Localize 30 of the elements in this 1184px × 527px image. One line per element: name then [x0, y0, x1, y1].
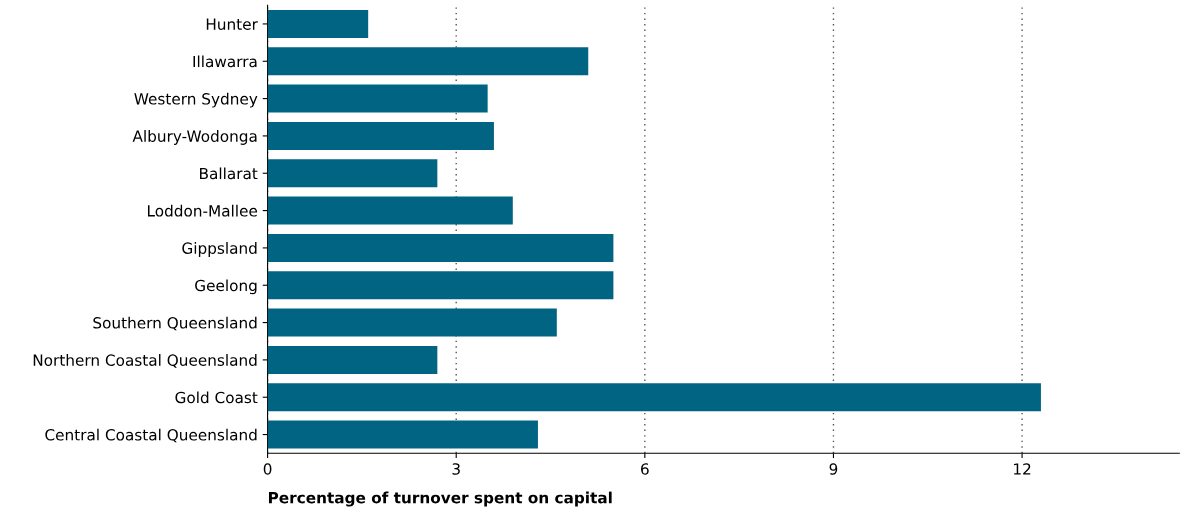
bar	[267, 196, 513, 225]
y-tick-label: Southern Queensland	[93, 316, 257, 331]
y-tick-label: Hunter	[206, 18, 258, 30]
bar	[267, 383, 1041, 412]
y-tick-label: Illawarra	[193, 55, 257, 68]
y-tick-label: Geelong	[195, 279, 257, 295]
x-tick-label: 9	[829, 463, 838, 475]
y-tick-label: Central Coastal Queensland	[45, 428, 257, 443]
x-tick-label: 12	[1014, 463, 1031, 475]
bar	[267, 345, 438, 374]
y-tick-label: Western Sydney	[134, 92, 258, 108]
bar	[267, 420, 538, 449]
x-tick-label: 0	[263, 463, 272, 475]
y-tick-label: Gippsland	[182, 242, 257, 257]
bar	[267, 47, 589, 76]
bar	[267, 121, 494, 150]
x-tick-label: 6	[641, 463, 649, 475]
bar	[267, 84, 488, 113]
bar	[267, 233, 614, 262]
bar	[267, 308, 557, 337]
y-tick-label: Loddon-Mallee	[147, 204, 258, 217]
y-tick-label: Northern Coastal Queensland	[33, 354, 257, 368]
x-axis-title: Percentage of turnover spent on capital	[268, 491, 612, 507]
y-tick-label: Ballarat	[200, 167, 258, 180]
y-tick-label: Gold Coast	[175, 391, 258, 404]
bar	[267, 9, 369, 38]
bar	[267, 271, 614, 300]
x-tick-label: 3	[452, 463, 460, 475]
bar	[267, 159, 438, 188]
y-tick-label: Albury-Wodonga	[132, 130, 257, 145]
